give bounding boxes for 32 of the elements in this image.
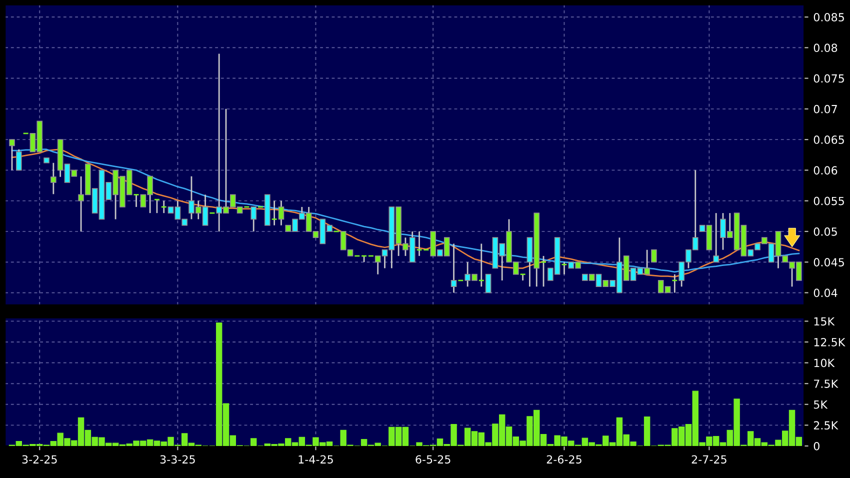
y-tick-label: 5K <box>814 400 828 409</box>
x-tick-label: 1-4-25 <box>298 455 333 464</box>
y-tick-label: 0.075 <box>814 74 844 83</box>
y-tick-label: 0.07 <box>814 104 837 114</box>
x-tick-label: 6-5-25 <box>416 455 450 464</box>
x-tick-label: 2-6-25 <box>546 455 582 464</box>
y-tick-label: 0.055 <box>814 196 844 206</box>
candlestick <box>450 243 457 294</box>
x-tick-label: 3-3-25 <box>160 455 195 464</box>
y-tick-label: 0.045 <box>814 258 844 266</box>
y-tick-label: 12.5K <box>814 338 846 346</box>
y-tick-label: 0.06 <box>814 166 838 175</box>
candlestick <box>713 212 719 263</box>
candlestick <box>250 206 257 232</box>
x-tick-label: 3-2-25 <box>22 455 57 464</box>
candlestick <box>16 148 22 171</box>
y-tick-label: 0 <box>814 442 820 450</box>
candlestick <box>485 274 492 294</box>
candlestick <box>651 249 657 262</box>
candlestick <box>9 138 15 171</box>
y-tick-label: 10K <box>814 358 835 368</box>
y-tick-label: 0.08 <box>814 44 838 52</box>
y-tick-label: 2.5K <box>814 421 838 430</box>
candlestick <box>50 162 56 195</box>
y-tick-label: 0.05 <box>814 227 837 236</box>
y-tick-label: 0.04 <box>814 288 838 298</box>
y-tick-label: 0.065 <box>814 136 844 144</box>
y-tick-label: 15K <box>814 317 835 326</box>
y-tick-label: 0.085 <box>814 13 844 22</box>
candlestick <box>154 198 160 214</box>
x-tick-label: 2-7-25 <box>692 455 726 464</box>
y-tick-label: 7.5K <box>814 380 838 388</box>
